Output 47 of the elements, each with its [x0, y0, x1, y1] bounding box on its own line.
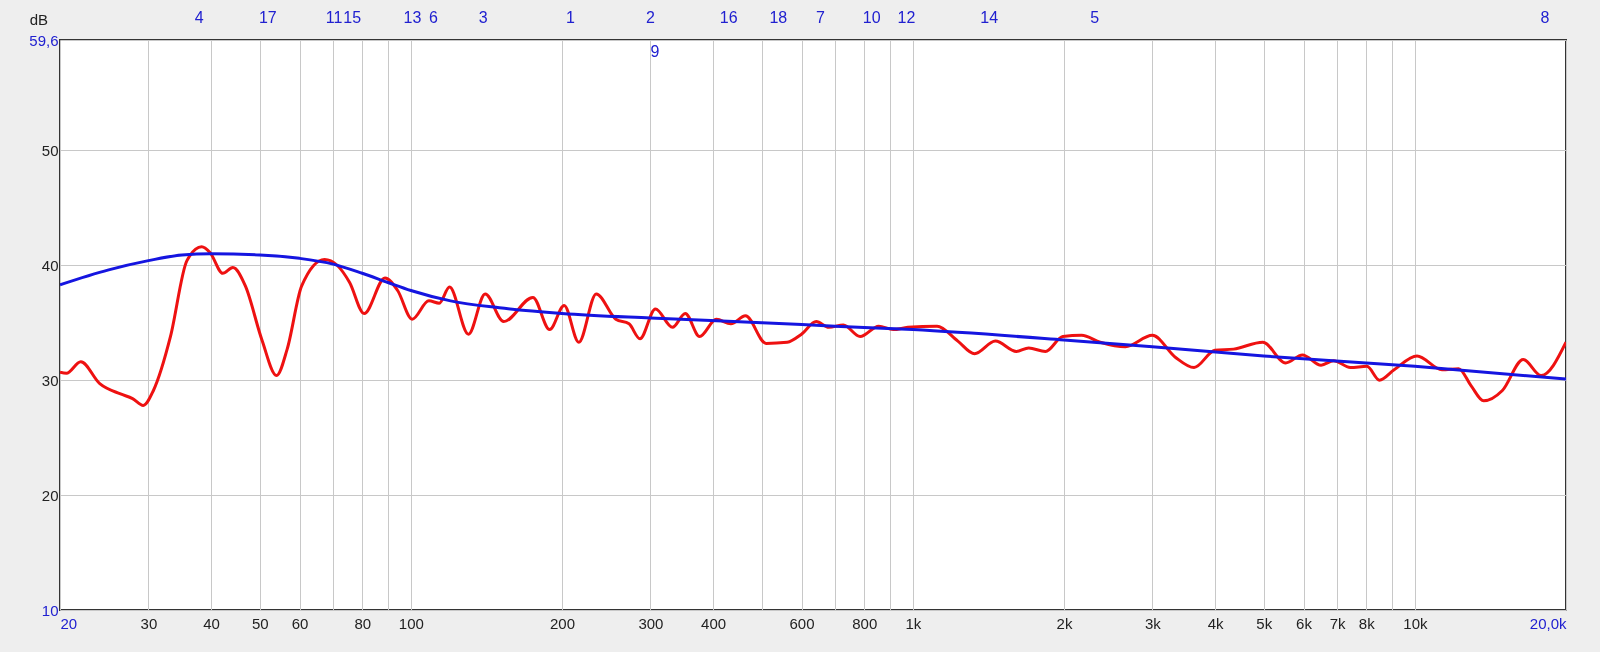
x-tick-label: 200 — [549, 614, 576, 632]
text: 6 — [429, 9, 439, 26]
x-tick-label: 80 — [354, 614, 372, 632]
x-tick-label: 6k — [1296, 614, 1313, 632]
x-tick-label: 800 — [852, 614, 878, 632]
x-tick-label: 8k — [1358, 614, 1376, 632]
text: 2 — [645, 9, 655, 26]
text: 1 — [566, 9, 576, 26]
x-tick-label: 20,0k — [1529, 614, 1567, 632]
x-tick-label: 30 — [140, 614, 158, 632]
text: 7 — [816, 9, 826, 26]
x-tick-label: 2k — [1056, 614, 1073, 632]
x-tick-label: 20 — [60, 614, 78, 632]
y-tick-label: 59,6 — [29, 31, 59, 49]
y-axis-title: dB — [29, 11, 48, 28]
x-tick-label: 600 — [789, 614, 815, 632]
text: 15 — [343, 9, 362, 26]
text: 12 — [897, 9, 916, 26]
x-tick-label: 40 — [203, 614, 220, 632]
x-tick-label: 3k — [1144, 614, 1162, 632]
x-tick-label: 60 — [291, 614, 309, 632]
y-tick-label: 20 — [41, 486, 59, 504]
text: 11 — [325, 9, 343, 26]
text: 4 — [194, 9, 204, 26]
text: 10 — [862, 9, 881, 26]
x-tick-label: 300 — [638, 614, 664, 632]
text: 3 — [478, 9, 488, 26]
x-tick-label: 1k — [905, 614, 922, 632]
text: 5 — [1090, 9, 1100, 26]
y-tick-label: 50 — [41, 141, 59, 159]
text: 8 — [1540, 9, 1550, 26]
x-tick-label: 400 — [701, 614, 727, 632]
annotation: 9 — [650, 43, 660, 60]
text: 14 — [980, 9, 999, 26]
text: 16 — [719, 9, 738, 26]
x-tick-label: 10k — [1403, 614, 1428, 632]
x-tick-label: 4k — [1207, 614, 1225, 632]
x-tick-label: 7k — [1329, 614, 1347, 632]
text: 17 — [258, 9, 277, 26]
x-tick-label: 100 — [398, 614, 424, 632]
y-tick-label: 10 — [41, 601, 59, 619]
x-tick-label: 5k — [1256, 614, 1273, 632]
x-tick-label: 50 — [251, 614, 269, 632]
y-tick-label: 40 — [41, 256, 59, 274]
text: 13 — [403, 9, 422, 26]
text: 18 — [769, 9, 788, 26]
y-tick-label: 30 — [41, 371, 59, 389]
